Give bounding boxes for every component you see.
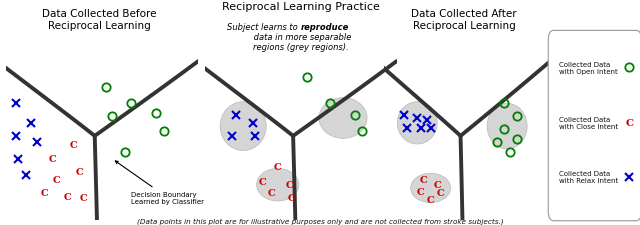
Ellipse shape bbox=[411, 173, 451, 203]
Text: C: C bbox=[427, 195, 435, 204]
Text: C: C bbox=[49, 154, 56, 163]
Text: C: C bbox=[433, 180, 441, 189]
Text: Collected Data
with Relax Intent: Collected Data with Relax Intent bbox=[559, 170, 618, 183]
Text: C: C bbox=[70, 140, 77, 149]
Text: C: C bbox=[41, 189, 49, 198]
Text: C: C bbox=[436, 189, 444, 198]
Text: C: C bbox=[625, 118, 634, 127]
Text: C: C bbox=[64, 192, 72, 201]
Text: C: C bbox=[259, 177, 266, 186]
Ellipse shape bbox=[319, 98, 367, 139]
Text: (Data points in this plot are for illustrative purposes only and are not collect: (Data points in this plot are for illust… bbox=[137, 217, 503, 224]
Text: C: C bbox=[79, 193, 87, 202]
FancyBboxPatch shape bbox=[548, 31, 640, 221]
Text: C: C bbox=[287, 193, 295, 202]
Text: Collected Data
with Open Intent: Collected Data with Open Intent bbox=[559, 62, 618, 74]
Ellipse shape bbox=[220, 102, 266, 151]
Text: Collected Data
with Close Intent: Collected Data with Close Intent bbox=[559, 116, 618, 129]
Text: Data Collected After
Reciprocal Learning: Data Collected After Reciprocal Learning bbox=[411, 9, 517, 31]
Text: Decision Boundary
Learned by Classifier: Decision Boundary Learned by Classifier bbox=[115, 161, 204, 204]
Text: Reciprocal Learning Practice: Reciprocal Learning Practice bbox=[222, 2, 380, 12]
Text: C: C bbox=[274, 162, 282, 171]
Text: Subject learns to: Subject learns to bbox=[227, 22, 301, 32]
Text: data in more separable
regions (grey regions).: data in more separable regions (grey reg… bbox=[251, 22, 351, 52]
Text: C: C bbox=[52, 176, 60, 184]
Text: C: C bbox=[420, 176, 428, 184]
Text: C: C bbox=[268, 189, 276, 198]
Ellipse shape bbox=[257, 169, 299, 201]
Text: reproduce: reproduce bbox=[301, 22, 349, 32]
Ellipse shape bbox=[397, 102, 437, 144]
Text: Data Collected Before
Reciprocal Learning: Data Collected Before Reciprocal Learnin… bbox=[42, 9, 156, 31]
Text: C: C bbox=[76, 167, 83, 176]
Text: C: C bbox=[417, 187, 424, 196]
Ellipse shape bbox=[487, 104, 527, 149]
Text: C: C bbox=[285, 180, 293, 189]
